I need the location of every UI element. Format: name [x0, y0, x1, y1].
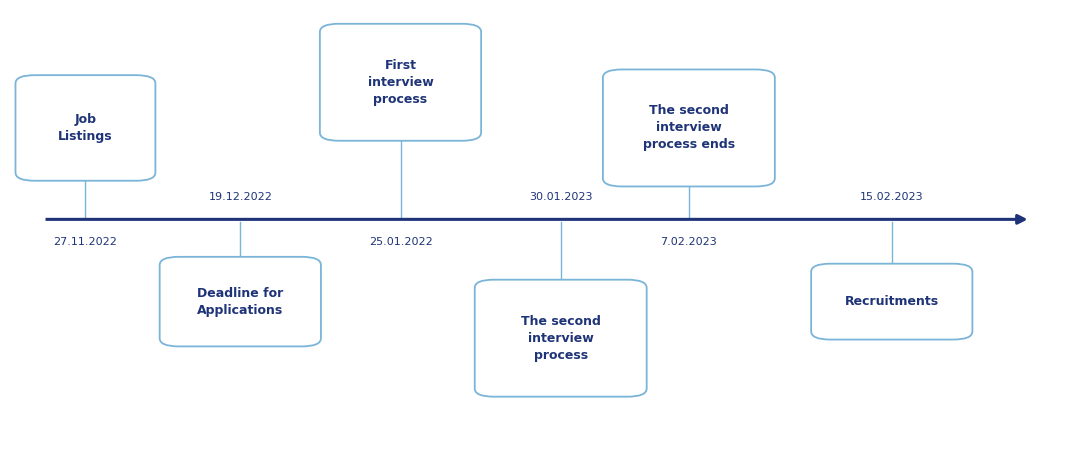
Text: Deadline for
Applications: Deadline for Applications [198, 287, 283, 317]
Text: Job
Listings: Job Listings [58, 113, 113, 143]
Text: Recruitments: Recruitments [845, 295, 939, 308]
FancyBboxPatch shape [16, 75, 156, 181]
Text: 7.02.2023: 7.02.2023 [660, 237, 718, 247]
Text: 30.01.2023: 30.01.2023 [529, 192, 593, 202]
FancyBboxPatch shape [160, 257, 320, 346]
Text: First
interview
process: First interview process [367, 59, 434, 106]
FancyBboxPatch shape [602, 69, 775, 186]
FancyBboxPatch shape [320, 24, 481, 141]
Text: The second
interview
process: The second interview process [521, 315, 600, 361]
Text: 15.02.2023: 15.02.2023 [860, 192, 924, 202]
FancyBboxPatch shape [474, 280, 647, 397]
FancyBboxPatch shape [812, 264, 972, 340]
Text: 19.12.2022: 19.12.2022 [208, 192, 272, 202]
Text: 27.11.2022: 27.11.2022 [53, 237, 117, 247]
Text: 25.01.2022: 25.01.2022 [368, 237, 433, 247]
Text: The second
interview
process ends: The second interview process ends [643, 105, 735, 151]
